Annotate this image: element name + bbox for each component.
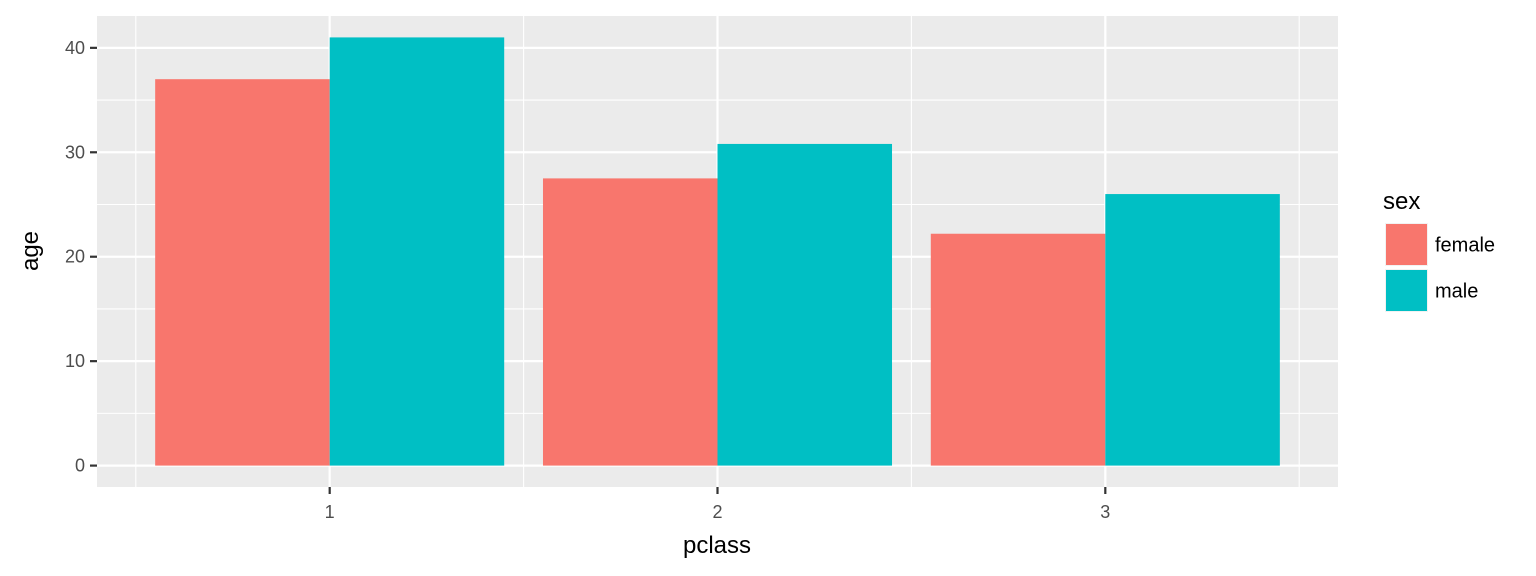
y-tick-label: 10 — [65, 351, 85, 371]
x-axis: 1 2 3 — [325, 487, 1110, 522]
x-tick-label: 1 — [325, 502, 335, 522]
bar-female-3 — [930, 233, 1106, 466]
bar-female-1 — [155, 79, 330, 466]
x-tick-label: 2 — [712, 502, 722, 522]
legend-swatch-female — [1386, 224, 1427, 265]
y-tick-label: 20 — [65, 247, 85, 267]
bar-male-2 — [717, 143, 893, 466]
legend-label-male: male — [1435, 281, 1478, 303]
legend-swatch-male — [1386, 270, 1427, 311]
legend-label-female: female — [1435, 235, 1495, 257]
bar-male-1 — [329, 37, 505, 466]
x-axis-title: pclass — [683, 532, 751, 559]
y-tick-label: 30 — [65, 142, 85, 162]
y-axis-title: age — [17, 231, 44, 271]
bar-female-2 — [542, 178, 718, 466]
y-tick-label: 40 — [65, 38, 85, 58]
legend: sex female male — [1383, 188, 1495, 312]
y-tick-label: 0 — [75, 456, 85, 476]
legend-title: sex — [1383, 188, 1420, 215]
y-axis: 0 10 20 30 40 — [65, 38, 97, 476]
bar-male-3 — [1105, 194, 1280, 466]
x-tick-label: 3 — [1100, 502, 1110, 522]
bars — [155, 37, 1280, 466]
